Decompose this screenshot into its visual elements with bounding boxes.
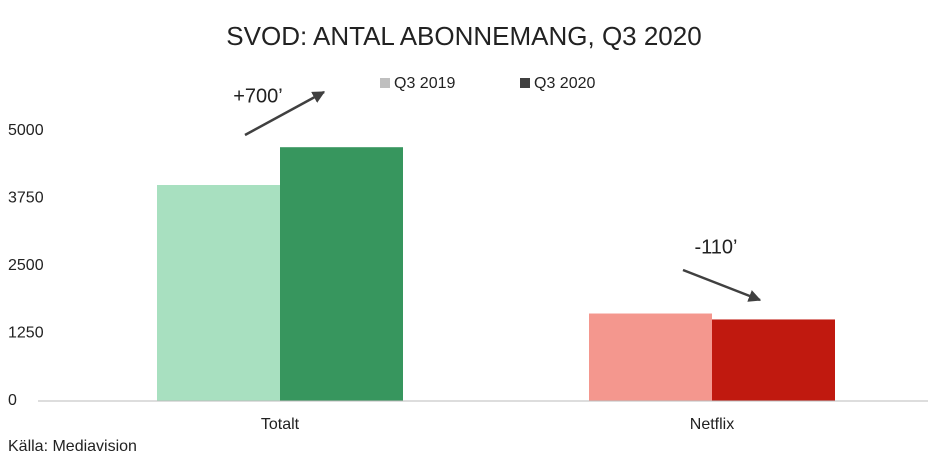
x-tick-label: Totalt — [261, 416, 300, 433]
y-tick-label: 0 — [8, 392, 17, 409]
annotation: +700’ — [233, 85, 283, 107]
legend-label: Q3 2020 — [534, 75, 595, 92]
x-tick-label: Netflix — [690, 416, 734, 433]
y-tick-label: 1250 — [8, 325, 44, 342]
legend-swatch — [520, 78, 530, 88]
bar — [280, 147, 403, 401]
bar — [589, 313, 712, 401]
y-tick-label: 5000 — [8, 122, 44, 139]
legend-label: Q3 2019 — [394, 75, 455, 92]
legend-swatch — [380, 78, 390, 88]
y-tick-label: 2500 — [8, 257, 44, 274]
source: Källa: Mediavision — [8, 438, 137, 455]
y-tick-label: 3750 — [8, 190, 44, 207]
bar — [157, 185, 280, 401]
bar — [712, 319, 835, 401]
arrow — [682, 268, 762, 302]
chart-title: SVOD: ANTAL ABONNEMANG, Q3 2020 — [226, 21, 701, 51]
annotation: -110’ — [695, 236, 738, 258]
arrow — [244, 90, 326, 137]
